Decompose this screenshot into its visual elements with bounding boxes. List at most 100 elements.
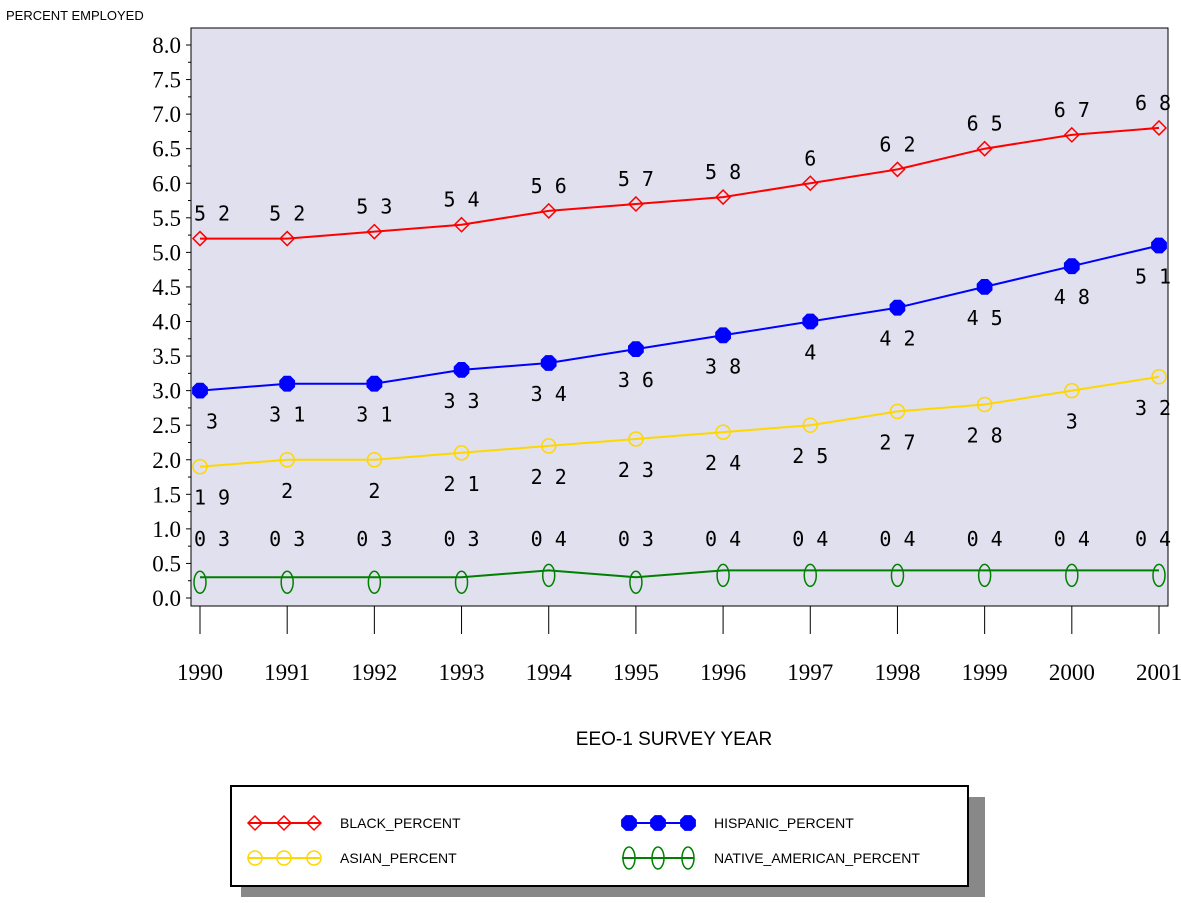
- data-point: [367, 570, 382, 595]
- y-tick-label: 2.0: [152, 448, 181, 473]
- data-point: [715, 424, 731, 440]
- legend-item: ASIAN_PERCENT: [247, 850, 457, 866]
- data-point: [1065, 563, 1079, 588]
- data-label: 3 4: [531, 382, 567, 406]
- data-label: 2: [281, 479, 293, 503]
- data-point: [279, 230, 296, 247]
- data-label: 2 2: [531, 465, 567, 489]
- data-label: 0 4: [879, 527, 915, 551]
- x-tick-label: 1992: [351, 660, 397, 685]
- series-line: [199, 244, 1160, 392]
- data-label: 0 4: [792, 527, 828, 551]
- data-label: 2 8: [967, 423, 1003, 447]
- data-label: 4: [804, 341, 816, 365]
- data-point: [191, 230, 209, 247]
- y-tick-label: 6.0: [152, 171, 181, 196]
- data-point: [802, 313, 819, 330]
- data-label: 5 3: [356, 195, 392, 219]
- x-tick-label: 1997: [787, 660, 833, 685]
- y-tick-label: 4.0: [152, 310, 181, 335]
- data-point: [629, 570, 643, 595]
- legend-items: BLACK_PERCENT HISPANIC_PERCENT ASIAN_PERCE…: [246, 814, 920, 870]
- data-label: 5 1: [1135, 264, 1171, 288]
- x-tick-label: 1990: [177, 660, 223, 685]
- data-point: [651, 846, 665, 870]
- data-point: [366, 223, 383, 240]
- plot-area: [190, 27, 1169, 607]
- y-tick-label: 5.5: [152, 206, 181, 231]
- data-label: 3 2: [1135, 396, 1171, 420]
- data-label: 4 8: [1054, 285, 1090, 309]
- series-asian-percent: [192, 369, 1167, 475]
- series-layer: [191, 119, 1168, 595]
- y-tick-label: 3.5: [152, 344, 181, 369]
- data-point: [1063, 126, 1080, 143]
- data-label: 3: [1066, 410, 1078, 434]
- series-native-american-percent: [193, 563, 1166, 595]
- data-point: [1151, 237, 1167, 254]
- legend-item: BLACK_PERCENT: [246, 814, 461, 832]
- data-label: 2 3: [618, 458, 654, 482]
- x-axis-title: EEO-1 SURVEY YEAR: [576, 729, 772, 750]
- legend: BLACK_PERCENT HISPANIC_PERCENT ASIAN_PERCE…: [230, 785, 985, 897]
- y-tick-label: 0.5: [152, 551, 181, 576]
- data-labels: 5 2 5 2 5 3 5 4 5 6 5 7 5 8 6 6 2 6 5 6 7 6 8 3 3 1 3 …: [194, 91, 1171, 551]
- legend-label: ASIAN_PERCENT: [340, 850, 457, 866]
- data-point: [279, 452, 295, 468]
- data-point: [540, 202, 557, 219]
- data-label: 2 7: [879, 430, 915, 454]
- data-point: [680, 815, 696, 831]
- data-point: [192, 458, 208, 475]
- data-label: 4 5: [967, 306, 1003, 330]
- data-label: 3 6: [618, 368, 654, 392]
- y-tick-label: 2.5: [152, 413, 181, 438]
- data-label: 3 1: [356, 403, 392, 427]
- data-label: 5 4: [443, 188, 479, 212]
- data-point: [247, 850, 263, 866]
- data-point: [193, 570, 207, 595]
- data-label: 6: [804, 146, 816, 170]
- y-tick-label: 5.0: [152, 240, 181, 265]
- y-tick-label: 8.0: [152, 33, 181, 58]
- data-point: [802, 175, 819, 192]
- data-label: 3 8: [705, 354, 741, 378]
- data-point: [453, 216, 470, 233]
- data-label: 6 8: [1135, 91, 1171, 115]
- data-point: [306, 850, 322, 866]
- data-point: [976, 279, 993, 295]
- data-label: 5 8: [705, 160, 741, 184]
- data-label: 0 3: [443, 527, 479, 551]
- legend-label: NATIVE_AMERICAN_PERCENT: [714, 850, 920, 866]
- data-point: [453, 362, 470, 378]
- data-label: 3 3: [443, 389, 479, 413]
- data-label: 3 1: [269, 403, 305, 427]
- data-point: [681, 846, 695, 870]
- data-point: [622, 846, 636, 870]
- data-label: 2 4: [705, 451, 741, 475]
- data-point: [541, 563, 556, 588]
- legend-label: HISPANIC_PERCENT: [714, 815, 854, 831]
- data-point: [716, 563, 730, 588]
- data-point: [976, 140, 993, 157]
- y-axis: 0.0 0.5 1.0 1.5 2.0 2.5 3.0 3.5 4.0 4.5 5.0 5.5 6.0 6…: [152, 33, 191, 611]
- data-point: [453, 445, 470, 461]
- data-label: 5 6: [531, 174, 567, 198]
- data-point: [803, 563, 818, 588]
- data-point: [627, 195, 644, 213]
- data-label: 0 3: [194, 527, 230, 551]
- x-tick-label: 1993: [439, 660, 485, 685]
- data-label: 5 2: [194, 202, 230, 226]
- y-tick-label: 6.5: [152, 137, 181, 162]
- data-point: [276, 850, 292, 866]
- legend-label: BLACK_PERCENT: [340, 815, 461, 831]
- data-label: 2 1: [443, 472, 479, 496]
- data-label: 0 3: [356, 527, 392, 551]
- y-tick-label: 3.0: [152, 379, 181, 404]
- data-point: [275, 814, 293, 832]
- data-label: 2: [368, 479, 380, 503]
- legend-item: NATIVE_AMERICAN_PERCENT: [622, 846, 920, 870]
- data-point: [540, 438, 557, 454]
- legend-box: [230, 785, 969, 887]
- legend-item: HISPANIC_PERCENT: [621, 815, 854, 831]
- data-point: [889, 299, 906, 316]
